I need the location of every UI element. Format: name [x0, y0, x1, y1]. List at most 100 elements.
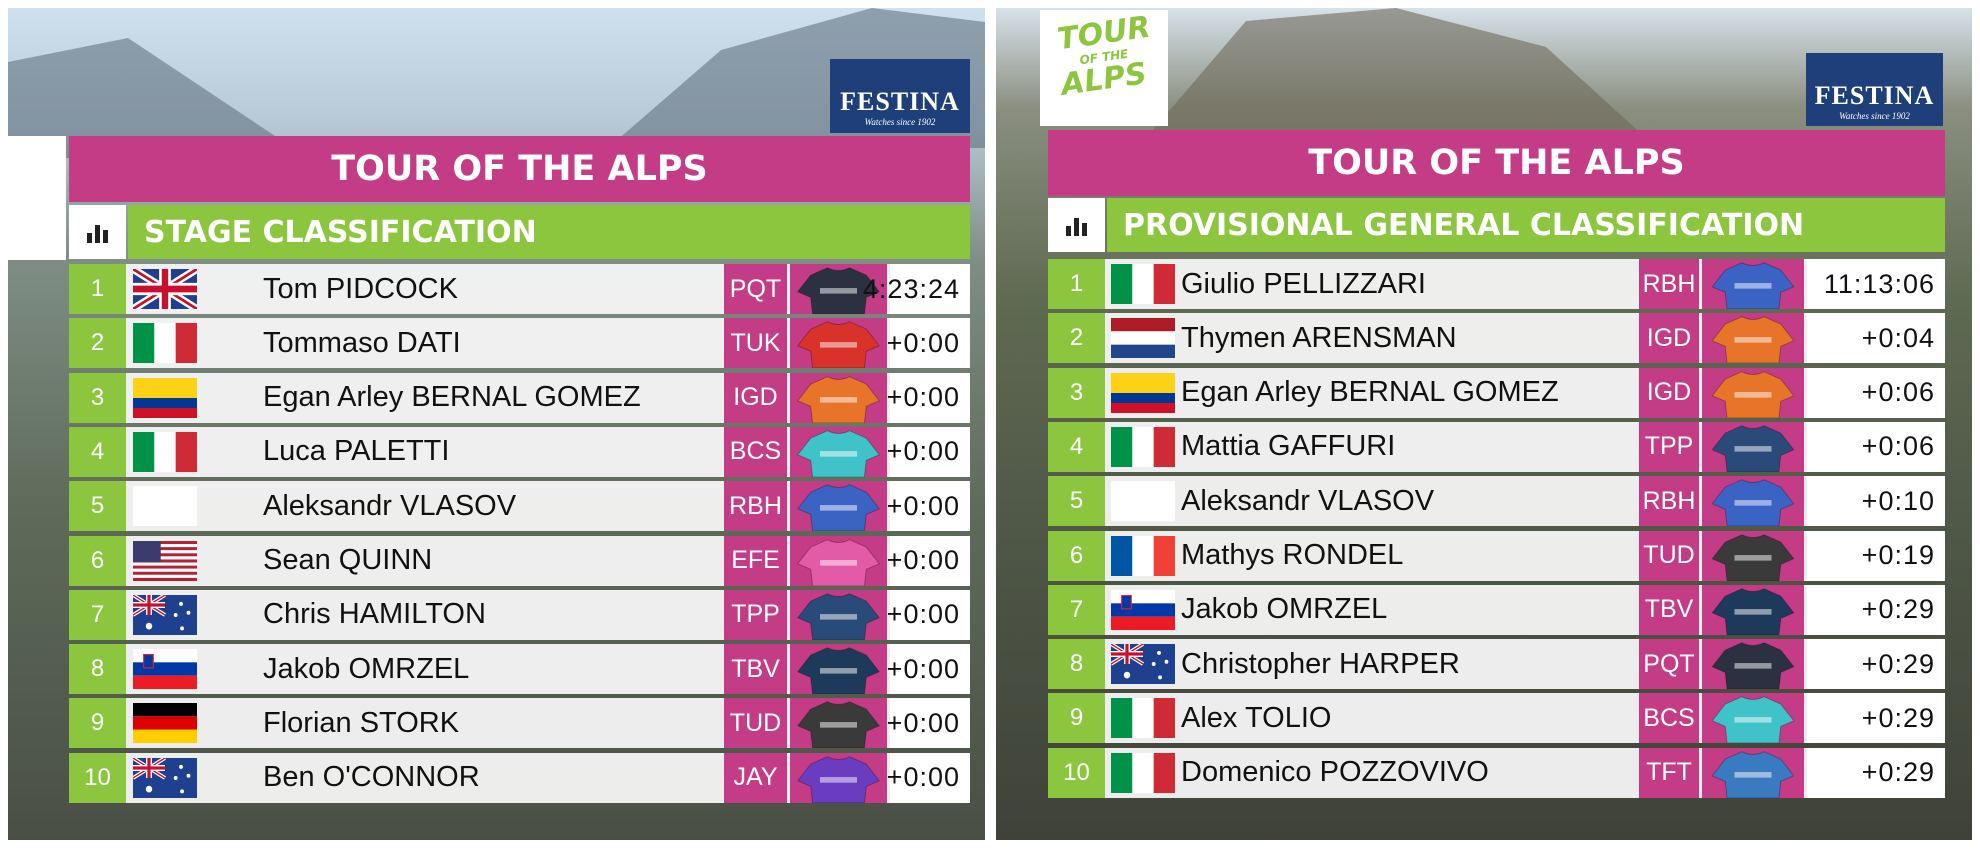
- jersey: [1702, 476, 1804, 527]
- team-code: TUD: [1639, 530, 1699, 581]
- team-code: EFE: [724, 535, 787, 586]
- jersey: [1702, 693, 1804, 744]
- rank: 2: [69, 318, 126, 369]
- rider-name: Florian STORK: [263, 706, 460, 739]
- subtitle-bar: PROVISIONAL GENERAL CLASSIFICATION: [1107, 198, 1945, 252]
- jersey: [790, 752, 887, 804]
- time: +0:00: [887, 535, 970, 586]
- time: +0:04: [1807, 313, 1945, 364]
- time: 11:13:06: [1807, 259, 1945, 309]
- sponsor-tagline: Watches since 1902: [864, 117, 936, 127]
- rank: 7: [1048, 584, 1105, 635]
- team-code: TPP: [1639, 421, 1699, 472]
- time: +0:00: [887, 318, 970, 369]
- time: +0:29: [1807, 693, 1945, 744]
- flag: [1111, 535, 1175, 576]
- rank: 3: [69, 372, 126, 423]
- rank: 7: [69, 589, 126, 640]
- rank: 1: [69, 264, 126, 314]
- flag: [133, 377, 197, 418]
- time: +0:19: [1807, 530, 1945, 581]
- flag: [1110, 642, 1175, 685]
- rider-name: Egan Arley BERNAL GOMEZ: [1181, 376, 1559, 409]
- chart-icon: [1048, 198, 1105, 252]
- rank: 2: [1048, 313, 1105, 364]
- team-code: PQT: [1639, 639, 1699, 690]
- rank: 10: [1048, 747, 1105, 798]
- rank: 6: [69, 535, 126, 586]
- team-code: PQT: [724, 264, 787, 314]
- time: 4:23:24: [863, 264, 970, 314]
- title-bar: TOUR OF THE ALPS: [69, 136, 970, 202]
- flag: [133, 486, 197, 527]
- rider-name: Christopher HARPER: [1181, 647, 1460, 680]
- time: +0:00: [887, 426, 970, 477]
- time: +0:00: [887, 481, 970, 532]
- flag: [1111, 589, 1175, 630]
- rider-name: Aleksandr VLASOV: [263, 489, 517, 522]
- jersey: [790, 535, 887, 586]
- jersey: [1702, 313, 1804, 364]
- team-code: TUK: [724, 318, 787, 369]
- rider-name: Ben O'CONNOR: [263, 761, 480, 794]
- title-bar: TOUR OF THE ALPS: [1048, 130, 1945, 196]
- jersey: [790, 264, 887, 315]
- rider-name: Jakob OMRZEL: [263, 652, 470, 685]
- time: +0:06: [1807, 421, 1945, 472]
- rank: 6: [1048, 530, 1105, 581]
- rank: 5: [69, 481, 126, 532]
- flag: [131, 265, 199, 313]
- chart-icon: [69, 205, 126, 259]
- jersey: [790, 698, 887, 749]
- rider-name: Luca PALETTI: [263, 435, 450, 468]
- rider-name: Tommaso DATI: [263, 326, 461, 359]
- flag: [1111, 698, 1175, 739]
- team-code: TFT: [1639, 747, 1699, 798]
- rider-name: Sean QUINN: [263, 544, 433, 576]
- flag: [133, 431, 197, 472]
- mountain: [1146, 8, 1646, 138]
- rank: 9: [69, 698, 126, 749]
- subtitle-bar: STAGE CLASSIFICATION: [128, 205, 970, 259]
- flag: [133, 703, 197, 744]
- rider-name: Mathys RONDEL: [1181, 539, 1404, 571]
- team-code: TPP: [724, 589, 787, 640]
- flag: [1111, 752, 1175, 793]
- rank: 9: [1048, 693, 1105, 744]
- rider-name: Chris HAMILTON: [263, 598, 486, 631]
- jersey: [790, 481, 887, 532]
- rank: 4: [1048, 421, 1105, 472]
- team-code: JAY: [724, 752, 787, 803]
- flag: [1111, 318, 1175, 359]
- jersey: [790, 644, 887, 695]
- flag: [133, 649, 197, 690]
- flag: [1111, 264, 1175, 304]
- time: +0:29: [1807, 584, 1945, 635]
- team-code: IGD: [1639, 367, 1699, 418]
- team-code: RBH: [724, 481, 787, 532]
- team-code: RBH: [1639, 259, 1699, 309]
- jersey: [1702, 367, 1804, 419]
- jersey: [790, 318, 887, 369]
- time: +0:00: [887, 644, 970, 695]
- flag: [1111, 426, 1175, 467]
- rank: 3: [1048, 367, 1105, 418]
- time: +0:10: [1807, 476, 1945, 527]
- flag: [132, 593, 197, 635]
- flag: [133, 323, 197, 364]
- rider-name: Thymen ARENSMAN: [1181, 321, 1457, 354]
- rank: 5: [1048, 476, 1105, 527]
- team-code: BCS: [724, 426, 787, 477]
- sponsor-name: FESTINA: [840, 87, 960, 116]
- team-code: IGD: [1639, 313, 1699, 364]
- team-code: IGD: [724, 372, 787, 423]
- team-code: TBV: [1639, 584, 1699, 635]
- rider-name: Aleksandr VLASOV: [1181, 484, 1435, 517]
- jersey: [790, 426, 887, 478]
- jersey: [1702, 639, 1804, 690]
- sponsor-logo: FESTINA Watches since 1902: [830, 59, 970, 133]
- stage-panel: FESTINA Watches since 1902 TOUR OF THE ALP…: [8, 8, 985, 840]
- rider-name: Tom PIDCOCK: [263, 272, 458, 305]
- gc-panel: TOUR OF THE ALPS FESTINA Watches since 1902 T…: [996, 8, 1972, 840]
